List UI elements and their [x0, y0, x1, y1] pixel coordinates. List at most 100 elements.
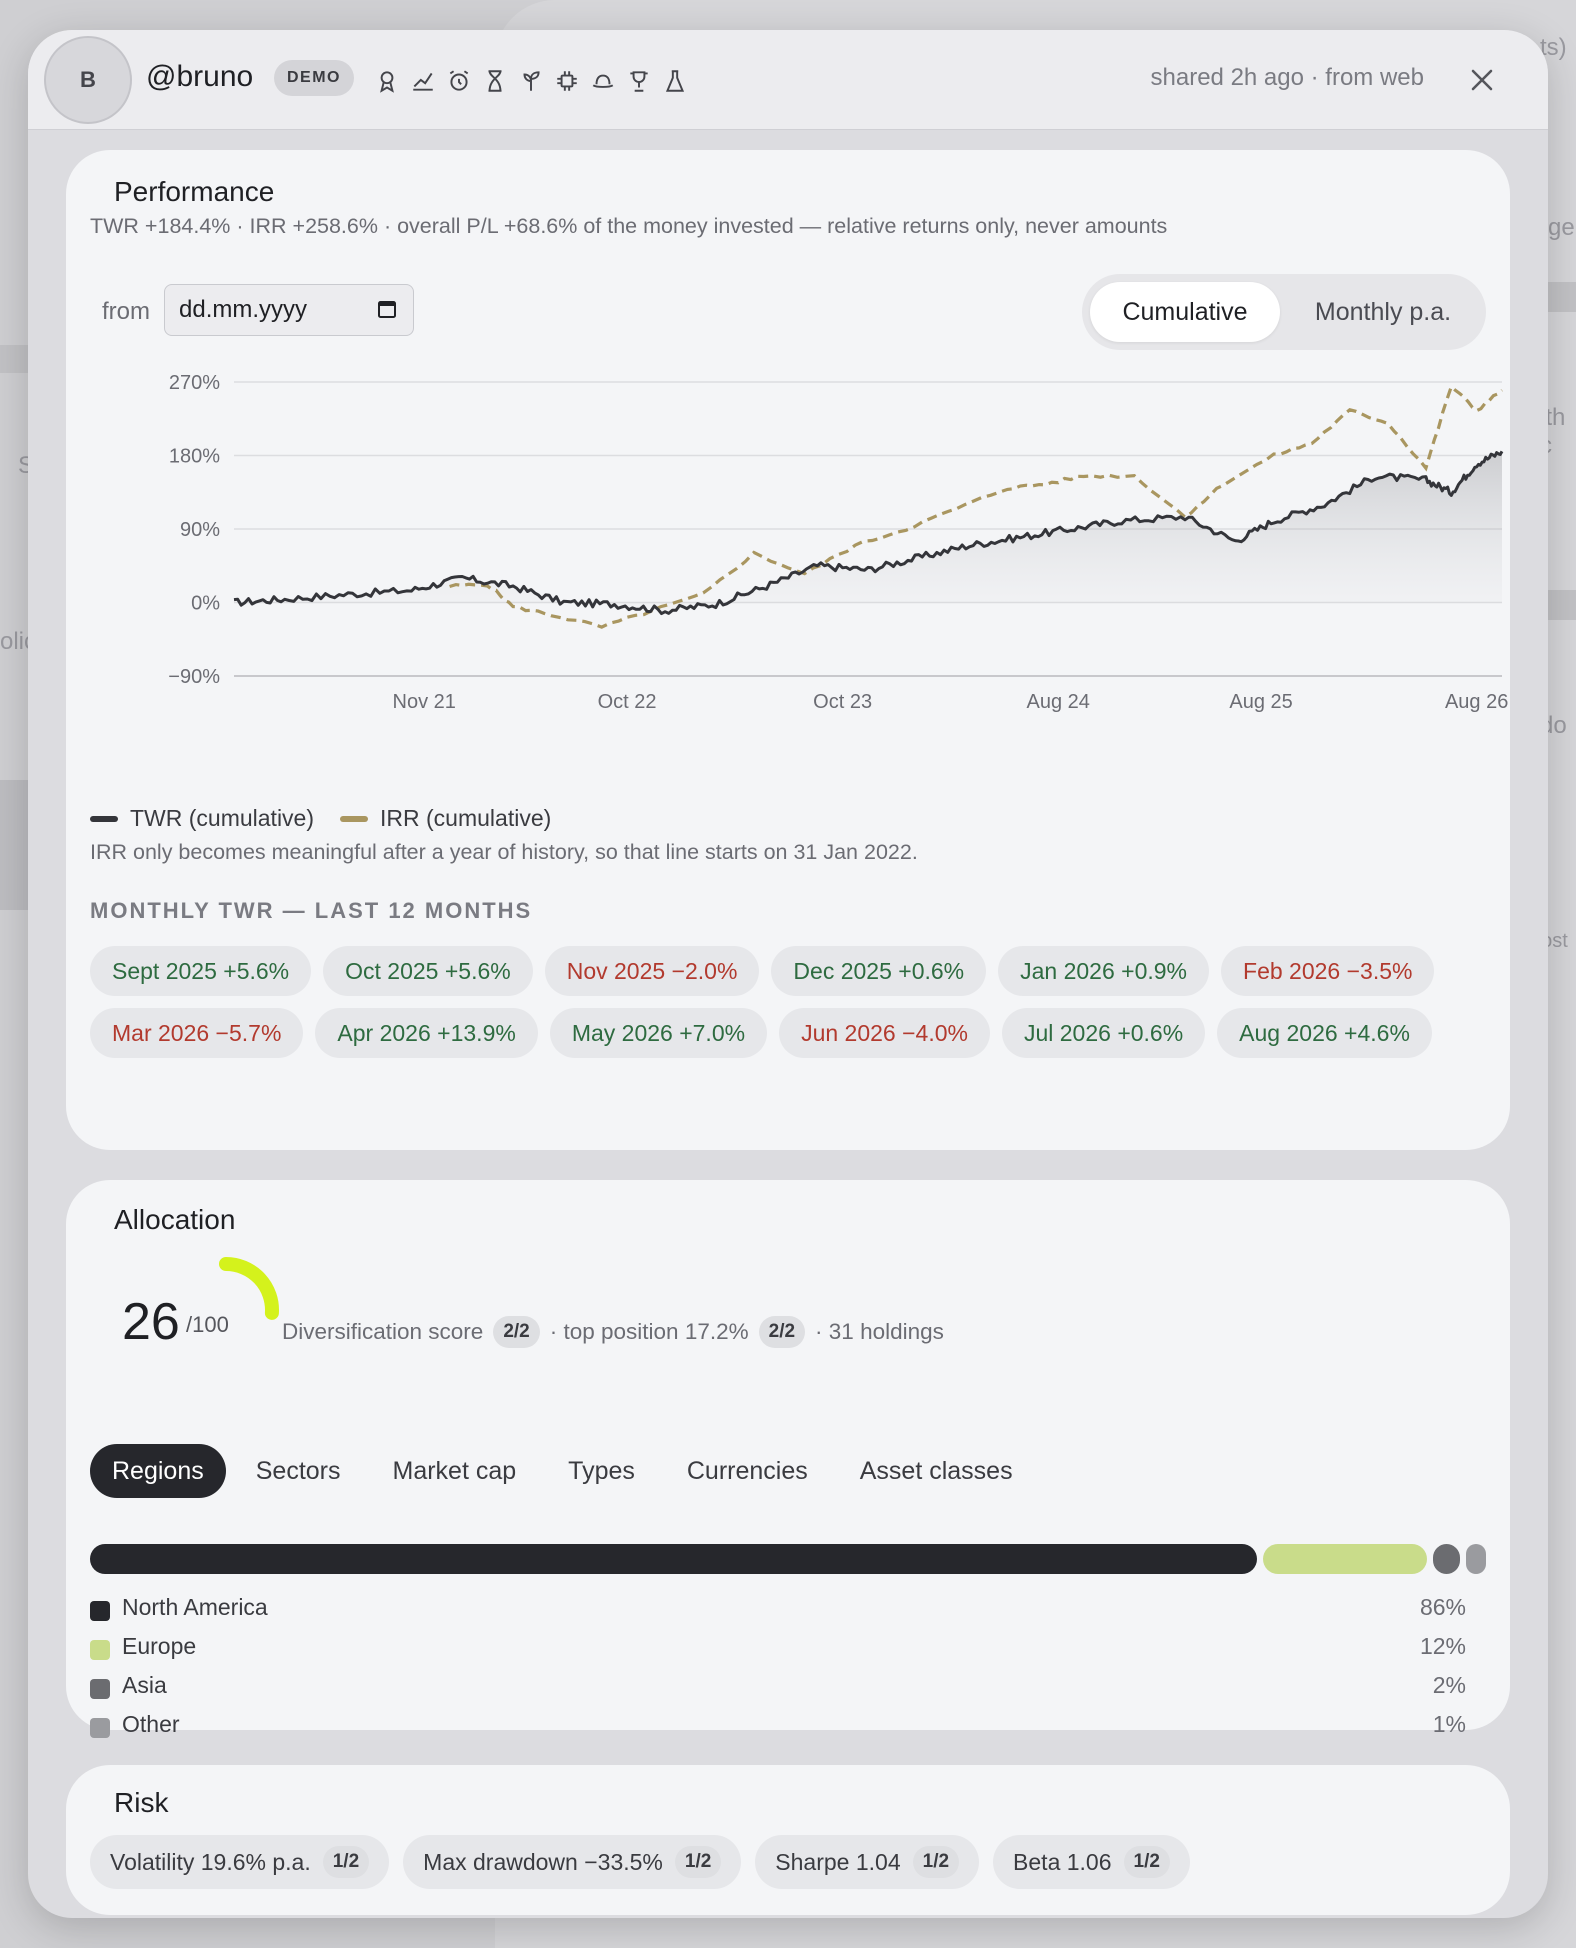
tab-market-cap[interactable]: Market cap: [392, 1457, 517, 1485]
avatar: B: [44, 36, 132, 124]
risk-metrics: Volatility 19.6% p.a. 1/2 Max drawdown −…: [90, 1835, 1190, 1889]
region-pct: 86%: [1419, 1594, 1466, 1620]
region-swatch: [90, 1640, 110, 1660]
risk-volatility: Volatility 19.6% p.a. 1/2: [90, 1835, 390, 1889]
close-button[interactable]: [1462, 60, 1502, 100]
legend-swatch-irr: [340, 815, 369, 822]
x-tick-label: Oct 22: [598, 691, 657, 713]
allocation-card: Allocation 26 /100 Diversification score…: [66, 1180, 1510, 1738]
gauge-arc: [219, 1257, 279, 1320]
sprout-icon: [518, 68, 544, 94]
shared-timestamp: shared 2h ago · from web: [1150, 64, 1424, 91]
monthly-chip: Mar 2026 −5.7%: [90, 1008, 304, 1058]
region-row-north-america: North America 86%: [90, 1592, 1466, 1631]
region-list: North America 86% Europe 12% Asia 2% Oth…: [90, 1592, 1466, 1748]
div-score-badge: 2/2: [493, 1316, 540, 1348]
monthly-chip: Jan 2026 +0.9%: [998, 946, 1210, 996]
x-tick-label: Oct 23: [813, 691, 872, 713]
risk-title: Risk: [114, 1787, 169, 1818]
hat-icon: [590, 68, 616, 94]
tab-sectors[interactable]: Sectors: [255, 1457, 341, 1485]
region-pct: 1%: [1432, 1711, 1466, 1737]
monthly-chip: Oct 2025 +5.6%: [323, 946, 533, 996]
region-swatch: [90, 1679, 110, 1699]
monthly-twr-chips: Sept 2025 +5.6% Oct 2025 +5.6% Nov 2025 −2…: [90, 946, 1490, 1058]
chart-legend: TWR (cumulative) IRR (cumulative): [90, 805, 551, 832]
region-bar-segment: [1432, 1544, 1460, 1574]
diversification-gauge: [219, 1257, 279, 1320]
performance-subtitle: TWR +184.4% · IRR +258.6% · overall P/L …: [90, 214, 1168, 238]
tab-types[interactable]: Types: [568, 1457, 635, 1485]
legend-swatch-twr: [90, 815, 118, 822]
monthly-chip: Jun 2026 −4.0%: [779, 1008, 990, 1058]
background-bar: [0, 780, 30, 910]
region-name: Europe: [122, 1633, 197, 1659]
monthly-chip: Dec 2025 +0.6%: [771, 946, 987, 996]
region-swatch: [90, 1718, 110, 1738]
risk-label: Beta 1.06: [1013, 1849, 1112, 1875]
risk-card: Risk Volatility 19.6% p.a. 1/2 Max drawd…: [66, 1765, 1510, 1915]
risk-label: Sharpe 1.04: [775, 1849, 901, 1875]
date-placeholder: dd.mm.yyyy: [179, 296, 308, 323]
legend-item-twr: TWR (cumulative): [90, 805, 314, 832]
monthly-chip: Nov 2025 −2.0%: [544, 946, 760, 996]
chip-icon: [554, 68, 580, 94]
region-bar-segment: [1262, 1544, 1427, 1574]
performance-title: Performance: [114, 176, 275, 207]
from-label: from: [102, 298, 150, 325]
performance-chart: 270% 180% 90% 0% −90% Nov 21 Oct 22 Oct 23 Aug …: [168, 372, 1508, 713]
username: @bruno: [146, 60, 254, 93]
twr-line: [233, 450, 1504, 616]
from-date-input[interactable]: dd.mm.yyyy: [164, 284, 414, 336]
tab-currencies[interactable]: Currencies: [686, 1457, 808, 1485]
region-pct: 12%: [1419, 1633, 1466, 1659]
monthly-chip: Feb 2026 −3.5%: [1221, 946, 1435, 996]
allocation-title: Allocation: [114, 1204, 236, 1235]
y-tick-label: −90%: [168, 666, 220, 688]
demo-badge: DEMO: [274, 60, 354, 96]
y-tick-label: 0%: [191, 593, 220, 615]
region-bar-segment: [90, 1544, 1257, 1574]
x-tick-label: Aug 24: [1027, 691, 1090, 713]
risk-badge: 1/2: [674, 1846, 722, 1878]
risk-label: Max drawdown −33.5%: [423, 1849, 663, 1875]
tab-asset-classes[interactable]: Asset classes: [859, 1457, 1013, 1485]
monthly-chip: Apr 2026 +13.9%: [315, 1008, 538, 1058]
legend-label-irr: IRR (cumulative): [380, 805, 552, 831]
calendar-icon[interactable]: [377, 299, 397, 319]
risk-beta: Beta 1.06 1/2: [993, 1835, 1190, 1889]
region-name: Other: [122, 1711, 180, 1737]
score-max: /100: [186, 1312, 229, 1337]
top-position-badge: 2/2: [758, 1316, 806, 1348]
risk-sharpe: Sharpe 1.04 1/2: [755, 1835, 980, 1889]
modal-header: B @bruno DEMO shared 2h ago · from web: [28, 30, 1548, 130]
x-tick-label: Aug 25: [1229, 691, 1292, 713]
irr-note: IRR only becomes meaningful after a year…: [90, 840, 918, 864]
ribbon-icon: [374, 68, 400, 94]
y-tick-label: 180%: [169, 446, 220, 468]
trophy-icon: [626, 68, 652, 94]
legend-label-twr: TWR (cumulative): [130, 805, 315, 831]
region-bar-segment: [1465, 1544, 1486, 1574]
monthly-chip: Aug 2026 +4.6%: [1217, 1008, 1432, 1058]
diversification-score: 26: [122, 1293, 180, 1351]
y-tick-label: 270%: [169, 372, 220, 394]
close-icon: [1471, 69, 1493, 91]
background-fragment: ge: [1548, 214, 1575, 241]
x-tick-label: Nov 21: [393, 691, 456, 713]
risk-label: Volatility 19.6% p.a.: [110, 1849, 311, 1875]
div-score-label: Diversification score: [282, 1319, 484, 1344]
toggle-monthly[interactable]: Monthly p.a.: [1314, 298, 1452, 326]
background-bar: [1548, 282, 1576, 312]
risk-badge: 1/2: [912, 1846, 960, 1878]
risk-max-drawdown: Max drawdown −33.5% 1/2: [403, 1835, 742, 1889]
toggle-cumulative[interactable]: Cumulative: [1090, 282, 1280, 342]
holdings-count: · 31 holdings: [815, 1319, 944, 1344]
tab-regions[interactable]: Regions: [90, 1444, 226, 1498]
flask-icon: [662, 68, 688, 94]
legend-item-irr: IRR (cumulative): [340, 805, 551, 832]
region-swatch: [90, 1601, 110, 1621]
y-tick-label: 90%: [180, 519, 220, 541]
region-row-asia: Asia 2%: [90, 1670, 1466, 1709]
achievement-icons: [374, 68, 688, 94]
